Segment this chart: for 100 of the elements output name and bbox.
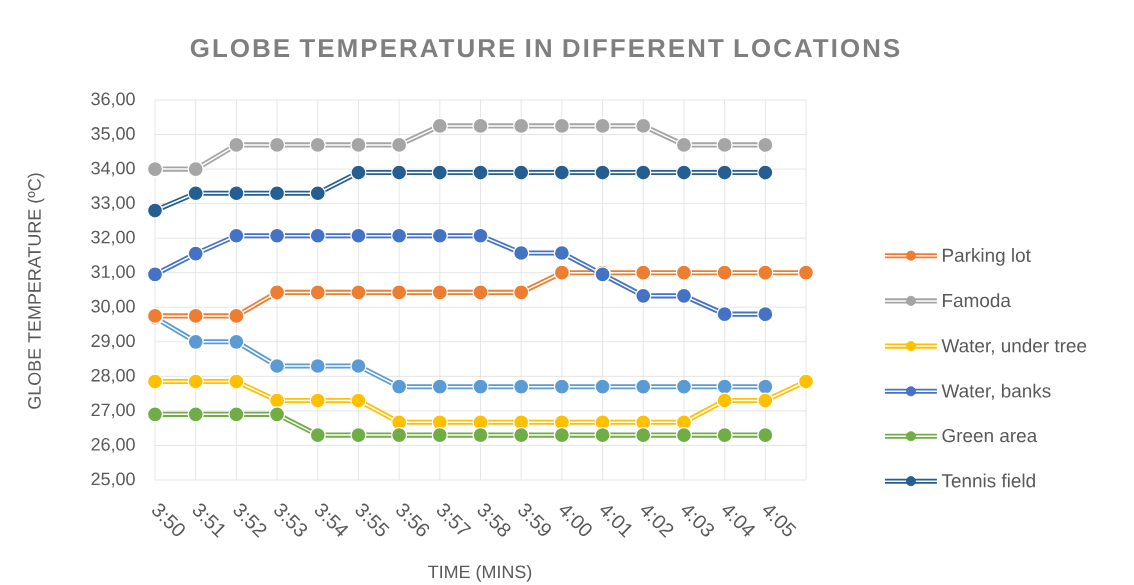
point [757,426,774,444]
point [553,378,571,395]
point [675,378,693,395]
point [268,357,286,375]
x-tick-label: 4:02 [640,506,674,538]
y-tick-label: 29,00 [91,334,135,350]
point [472,227,489,244]
point [350,392,367,409]
point [187,185,204,202]
point [268,406,286,423]
point [553,426,571,444]
point [513,426,530,444]
point [675,136,693,154]
point [146,160,164,178]
point [675,264,693,281]
point [472,284,489,301]
point [309,284,326,301]
x-tick-label: 4:04 [722,506,756,537]
point [228,307,245,325]
point [309,392,326,409]
point [268,392,286,409]
y-tick-label: 33,00 [91,196,135,212]
point [350,426,367,444]
point [472,426,489,444]
point [513,244,530,262]
point [431,117,448,135]
y-tick-label: 26,00 [91,438,135,453]
point [716,264,733,281]
point [228,406,245,423]
point [716,426,733,444]
point [146,266,164,283]
legend-label: Green area [942,428,1038,443]
point [390,284,408,301]
y-tick-label: 25,00 [91,472,135,488]
point [228,227,245,244]
point [390,426,408,444]
point [716,378,733,395]
point [268,136,286,154]
point [187,333,204,350]
point [309,227,326,244]
point [472,164,489,181]
point [350,164,367,181]
point [716,136,733,154]
point [350,284,367,301]
point [635,264,652,281]
point [146,406,164,423]
y-tick-label: 31,00 [91,265,135,281]
y-axis-title: GLOBE TEMPERATURE (ºC) [27,173,45,409]
point [553,117,571,135]
point [187,245,204,262]
point [513,284,530,301]
y-tick-label: 28,00 [91,368,135,384]
point [675,287,693,305]
point [757,164,774,181]
point [472,378,489,395]
y-tick-label: 32,00 [91,230,135,246]
x-tick-label: 3:50 [152,503,185,536]
point [553,244,571,262]
y-tick-label: 36,00 [91,92,135,108]
x-axis-title: TIME (MINS) [428,564,532,582]
point [513,117,530,135]
point [513,378,530,395]
point [350,357,367,375]
x-tick-label: 3:59 [518,503,551,536]
point [757,306,774,323]
point [268,185,286,202]
point [146,202,164,219]
legend-label: Famoda [943,293,1011,308]
point [635,164,652,181]
point [187,307,204,325]
point [390,227,408,244]
point [757,264,774,281]
point [675,426,693,444]
point [472,117,489,135]
point [268,284,286,301]
point [350,136,367,154]
point [350,227,367,244]
point [390,136,408,154]
point [309,136,326,154]
y-tick-label: 34,00 [91,161,135,177]
point [187,406,204,423]
point [553,164,571,181]
point [757,378,774,395]
point [228,136,245,154]
point [431,378,448,395]
point [797,264,815,281]
point [635,378,652,395]
point [268,227,286,244]
x-tick-label: 4:03 [681,506,714,537]
point [757,136,774,154]
point [513,164,530,181]
point [594,117,611,135]
point [716,164,733,181]
point [716,392,733,409]
point [187,373,204,390]
point [675,164,693,181]
legend-label: Tennis field [941,473,1035,488]
y-tick-label: 30,00 [91,299,135,315]
point [146,373,164,390]
point [431,284,448,301]
